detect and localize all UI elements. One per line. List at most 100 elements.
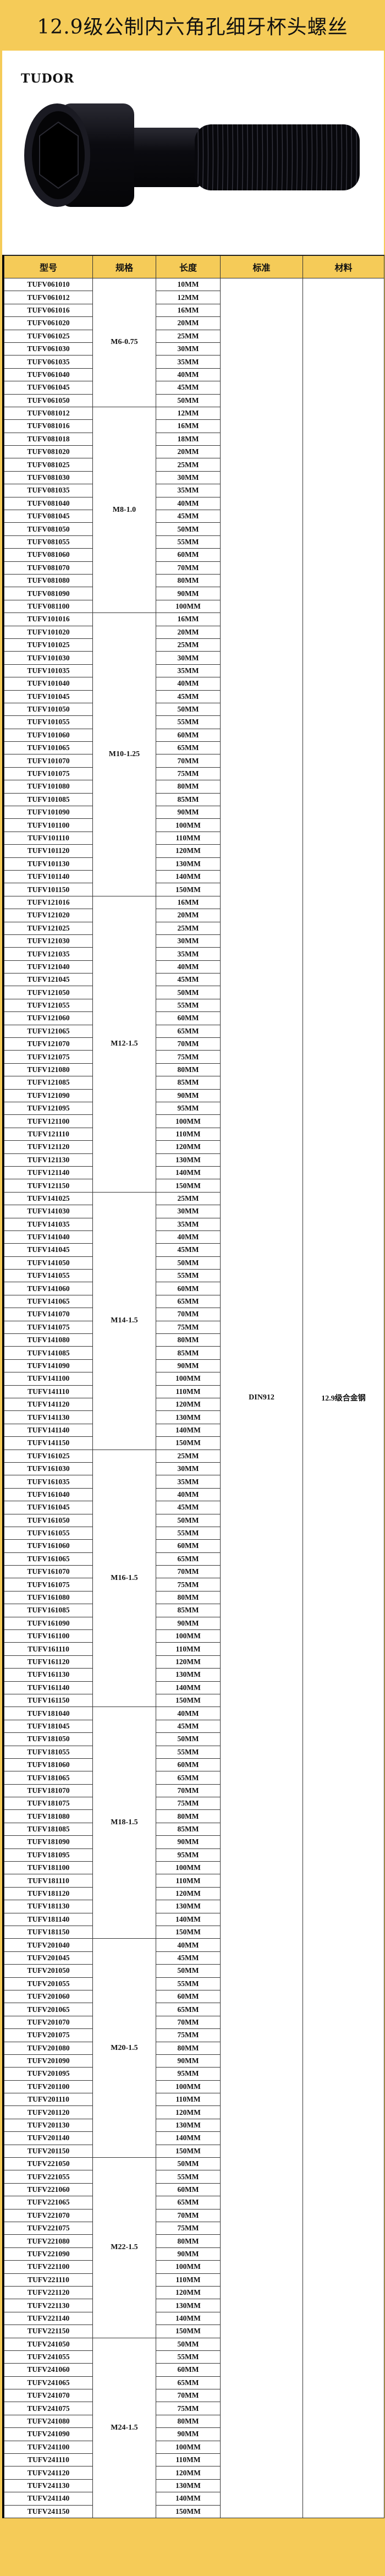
model-cell: TUFV141140 — [4, 1423, 93, 1437]
length-cell: 40MM — [156, 677, 221, 691]
spec-cell: M6-0.75 — [92, 278, 156, 407]
length-cell: 90MM — [156, 1835, 221, 1849]
table-row: TUFV201090 90MM — [4, 2054, 384, 2068]
model-cell: TUFV081090 — [4, 587, 93, 600]
length-cell: 150MM — [156, 2144, 221, 2158]
length-cell: 16MM — [156, 303, 221, 318]
length-cell: 120MM — [156, 2285, 221, 2300]
length-cell: 140MM — [156, 1166, 221, 1180]
table-row: TUFV141055 55MM — [4, 1269, 384, 1283]
table-row: TUFV141140 140MM — [4, 1423, 384, 1437]
table-row: TUFV181110 110MM — [4, 1874, 384, 1888]
table-row: TUFV101016 M10-1.25 16MM — [4, 612, 384, 896]
table-row: TUFV141065 65MM — [4, 1294, 384, 1309]
model-cell: TUFV121095 — [4, 1101, 93, 1115]
table-row: TUFV241065 65MM — [4, 2376, 384, 2390]
length-cell: 35MM — [156, 484, 221, 497]
model-cell: TUFV081045 — [4, 510, 93, 523]
model-cell: TUFV061012 — [4, 291, 93, 304]
table-row: TUFV221055 55MM — [4, 2170, 384, 2184]
table-row: TUFV061045 45MM — [4, 381, 384, 395]
model-cell: TUFV161075 — [4, 1578, 93, 1591]
model-cell: TUFV161040 — [4, 1487, 93, 1502]
model-cell: TUFV181080 — [4, 1809, 93, 1823]
table-row: TUFV121085 85MM — [4, 1076, 384, 1090]
model-cell: TUFV121080 — [4, 1063, 93, 1077]
model-cell: TUFV201100 — [4, 2080, 93, 2094]
table-row: TUFV061035 35MM — [4, 355, 384, 369]
length-cell: 55MM — [156, 1269, 221, 1283]
model-cell: TUFV061050 — [4, 393, 93, 407]
table-row: TUFV101075 75MM — [4, 767, 384, 781]
model-cell: TUFV221130 — [4, 2299, 93, 2312]
length-cell: 50MM — [156, 1732, 221, 1746]
model-cell: TUFV101130 — [4, 857, 93, 871]
model-cell: TUFV101085 — [4, 792, 93, 807]
table-row: TUFV061050 50MM — [4, 393, 384, 407]
model-cell: TUFV221075 — [4, 2221, 93, 2235]
model-cell: TUFV081012 — [4, 406, 93, 420]
model-cell: TUFV161130 — [4, 1668, 93, 1682]
model-cell: TUFV141050 — [4, 1256, 93, 1270]
table-row: TUFV161060 60MM — [4, 1539, 384, 1553]
model-cell: TUFV161085 — [4, 1604, 93, 1617]
model-cell: TUFV241080 — [4, 2414, 93, 2429]
length-cell: 70MM — [156, 754, 221, 768]
length-cell: 50MM — [156, 522, 221, 536]
model-cell: TUFV081025 — [4, 458, 93, 472]
length-cell: 45MM — [156, 381, 221, 395]
table-row: TUFV161085 85MM — [4, 1604, 384, 1617]
length-cell: 75MM — [156, 2221, 221, 2235]
model-cell: TUFV221080 — [4, 2234, 93, 2248]
length-cell: 80MM — [156, 1333, 221, 1347]
model-cell: TUFV101150 — [4, 883, 93, 896]
table-row: TUFV101120 120MM — [4, 844, 384, 858]
table-row: TUFV241055 55MM — [4, 2350, 384, 2364]
brand-logo: TUDOR — [21, 72, 75, 86]
length-cell: 45MM — [156, 510, 221, 523]
length-cell: 25MM — [156, 1191, 221, 1206]
length-cell: 60MM — [156, 1011, 221, 1025]
model-cell: TUFV161120 — [4, 1655, 93, 1669]
model-cell: TUFV141150 — [4, 1436, 93, 1450]
model-cell: TUFV141030 — [4, 1205, 93, 1218]
table-row: TUFV181090 90MM — [4, 1835, 384, 1849]
table-row: TUFV201080 80MM — [4, 2041, 384, 2055]
model-cell: TUFV101100 — [4, 818, 93, 832]
table-row: TUFV101070 70MM — [4, 754, 384, 768]
length-cell: 140MM — [156, 1912, 221, 1927]
table-row: TUFV221060 60MM — [4, 2183, 384, 2197]
length-cell: 20MM — [156, 909, 221, 922]
length-cell: 90MM — [156, 587, 221, 600]
length-cell: 55MM — [156, 998, 221, 1013]
table-row: TUFV201055 55MM — [4, 1977, 384, 1990]
length-cell: 16MM — [156, 419, 221, 433]
length-cell: 35MM — [156, 664, 221, 678]
table-row: TUFV181150 150MM — [4, 1925, 384, 1939]
model-cell: TUFV121060 — [4, 1011, 93, 1025]
model-cell: TUFV081080 — [4, 573, 93, 588]
table-row: TUFV061030 30MM — [4, 342, 384, 356]
length-cell: 30MM — [156, 1205, 221, 1218]
table-row: TUFV161055 55MM — [4, 1526, 384, 1540]
model-cell: TUFV181110 — [4, 1874, 93, 1888]
model-cell: TUFV241075 — [4, 2402, 93, 2415]
table-row: TUFV161035 35MM — [4, 1475, 384, 1489]
model-cell: TUFV101090 — [4, 806, 93, 819]
model-cell: TUFV141080 — [4, 1333, 93, 1347]
table-row: TUFV141130 130MM — [4, 1410, 384, 1424]
model-cell: TUFV161140 — [4, 1681, 93, 1694]
length-cell: 55MM — [156, 1745, 221, 1759]
table-row: TUFV181080 80MM — [4, 1809, 384, 1823]
model-cell: TUFV121100 — [4, 1114, 93, 1128]
length-cell: 45MM — [156, 973, 221, 987]
table-row: TUFV161090 90MM — [4, 1616, 384, 1631]
length-cell: 75MM — [156, 2028, 221, 2042]
length-cell: 50MM — [156, 1964, 221, 1978]
model-cell: TUFV221050 — [4, 2157, 93, 2171]
length-cell: 85MM — [156, 1604, 221, 1617]
table-row: TUFV161150 150MM — [4, 1693, 384, 1708]
length-cell: 16MM — [156, 895, 221, 910]
table-row: TUFV061010 M6-0.75 10MM DIN912 12.9级合金钢 — [4, 277, 384, 2518]
model-cell: TUFV241130 — [4, 2479, 93, 2493]
